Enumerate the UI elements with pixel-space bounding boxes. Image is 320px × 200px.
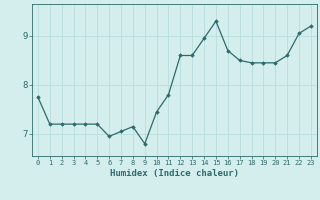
X-axis label: Humidex (Indice chaleur): Humidex (Indice chaleur) bbox=[110, 169, 239, 178]
